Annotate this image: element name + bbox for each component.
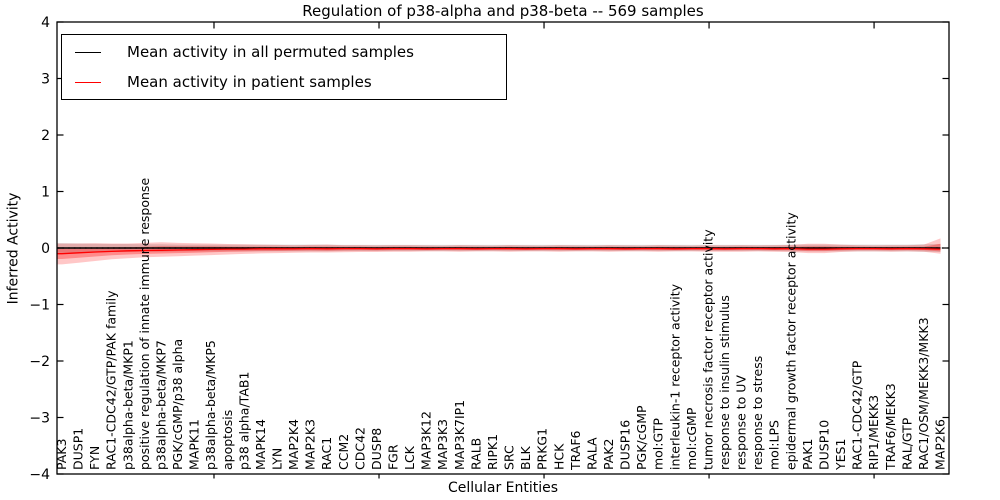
x-category-label: PAK2	[601, 439, 616, 470]
x-category-label: RAC1-CDC42/GTP/PAK family	[104, 290, 119, 470]
permuted-line-sample-icon	[75, 51, 101, 53]
x-category-label: p38alpha-beta/MKP1	[120, 340, 135, 470]
x-category-label: response to UV	[734, 375, 749, 470]
x-category-label: PAK3	[54, 439, 69, 470]
x-category-label: mol:GTP	[651, 418, 666, 470]
x-category-label: PAK1	[800, 439, 815, 470]
x-category-label: CDC42	[352, 427, 367, 470]
y-tick-label: −4	[29, 467, 50, 483]
x-category-label: YES1	[833, 439, 848, 471]
x-category-label: FYN	[87, 446, 102, 470]
x-category-label: RIP1/MEKK3	[866, 395, 881, 470]
x-category-label: HCK	[551, 443, 566, 470]
x-category-label: MAPK11	[187, 419, 202, 470]
x-category-label: MAP2K3	[303, 419, 318, 470]
x-category-label: SRC	[502, 445, 517, 470]
y-tick-label: 4	[41, 15, 50, 31]
x-category-label: p38alpha-beta/MKP5	[203, 340, 218, 470]
x-category-label: p38alpha-beta/MKP7	[153, 340, 168, 470]
x-category-label: RAC1/OSM/MEKK3/MKK3	[916, 317, 931, 470]
y-tick-label: −1	[29, 298, 50, 314]
x-category-label: mol:LPS	[767, 420, 782, 470]
x-category-label: DUSP1	[71, 428, 86, 470]
x-category-label: DUSP8	[369, 428, 384, 470]
x-category-label: response to insulin stimulus	[717, 295, 732, 470]
x-category-label: p38 alpha/TAB1	[236, 372, 251, 470]
legend-row-permuted: Mean activity in all permuted samples	[62, 37, 506, 67]
legend-label-patient: Mean activity in patient samples	[127, 73, 372, 91]
y-tick-label: 1	[41, 185, 50, 201]
y-tick-label: 3	[41, 72, 50, 88]
x-category-label: RALA	[584, 437, 599, 470]
x-category-label: interleukin-1 receptor activity	[667, 283, 682, 470]
y-tick-label: 0	[41, 241, 50, 257]
chart-title: Regulation of p38-alpha and p38-beta -- …	[302, 2, 704, 20]
legend-row-patient: Mean activity in patient samples	[62, 67, 506, 97]
x-category-label: MAPK14	[253, 419, 268, 470]
x-category-label: epidermal growth factor receptor activit…	[783, 212, 798, 470]
x-category-label: MAP2K4	[286, 419, 301, 470]
y-tick-label: −3	[29, 411, 50, 427]
x-category-label: response to stress	[750, 356, 765, 470]
y-tick-label: 2	[41, 128, 50, 144]
y-tick-label: −2	[29, 354, 50, 370]
x-category-label: MAP3K7IP1	[452, 400, 467, 470]
x-category-label: RAC1	[319, 437, 334, 470]
x-category-label: LCK	[402, 445, 417, 470]
x-category-label: RIPK1	[485, 434, 500, 470]
x-category-label: apoptosis	[220, 410, 235, 470]
x-category-label: mol:cGMP	[684, 407, 699, 470]
x-category-label: RAC1-CDC42/GTP	[850, 360, 865, 470]
x-category-label: BLK	[518, 445, 533, 470]
x-category-label: positive regulation of innate immune res…	[137, 178, 152, 470]
patient-line-sample-icon	[75, 81, 101, 83]
x-category-label: MAP3K12	[419, 411, 434, 470]
x-category-label: CCM2	[336, 434, 351, 470]
x-category-label: FGR	[386, 444, 401, 470]
x-category-label: RAL/GTP	[899, 417, 914, 470]
x-axis-label: Cellular Entities	[447, 480, 559, 496]
x-category-label: RALB	[468, 438, 483, 470]
legend: Mean activity in all permuted samples Me…	[61, 34, 507, 100]
x-category-label: MAP3K3	[435, 419, 450, 470]
patient-band-outer	[57, 238, 941, 265]
x-category-label: PRKG1	[535, 428, 550, 470]
x-category-label: PGK/cGMP/p38 alpha	[170, 339, 185, 470]
x-category-label: LYN	[269, 448, 284, 470]
legend-label-permuted: Mean activity in all permuted samples	[127, 43, 414, 61]
patient-mean-line	[57, 247, 941, 255]
x-category-label: DUSP10	[816, 420, 831, 470]
x-category-label: MAP2K6	[933, 419, 948, 470]
x-category-label: TRAF6	[568, 430, 583, 471]
x-category-label: TRAF6/MEKK3	[883, 383, 898, 471]
x-category-label: tumor necrosis factor receptor activity	[700, 229, 715, 470]
y-axis-label: Inferred Activity	[5, 192, 22, 305]
x-category-label: PGK/cGMP	[634, 405, 649, 470]
x-category-label: DUSP16	[618, 420, 633, 470]
